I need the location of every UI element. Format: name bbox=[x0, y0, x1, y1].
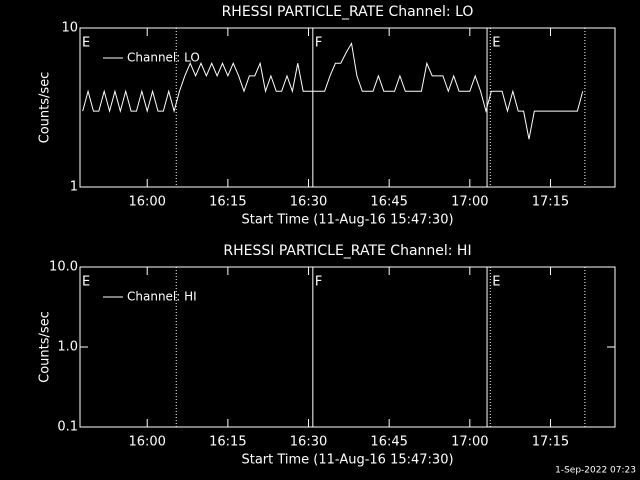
x-axis-label: Start Time (11-Aug-16 15:47:30) bbox=[241, 213, 453, 228]
x-tick-label: 17:15 bbox=[532, 195, 569, 210]
data-line bbox=[82, 41, 584, 140]
x-tick-label: 16:00 bbox=[128, 435, 165, 450]
y-axis-label: Counts/sec bbox=[38, 311, 53, 383]
flag-label: E bbox=[492, 36, 500, 51]
x-tick-label: 16:15 bbox=[209, 435, 246, 450]
x-tick-label: 16:15 bbox=[209, 195, 246, 210]
chart-title: RHESSI PARTICLE_RATE Channel: LO bbox=[222, 4, 474, 20]
x-tick-label: 16:45 bbox=[370, 195, 407, 210]
flag-label: F bbox=[315, 36, 322, 51]
y-axis-label: Counts/sec bbox=[38, 72, 53, 144]
y-tick-label: 10.0 bbox=[49, 260, 78, 275]
x-tick-label: 16:00 bbox=[128, 195, 165, 210]
x-tick-label: 16:45 bbox=[370, 435, 407, 450]
legend-label: Channel: LO bbox=[127, 51, 200, 65]
x-tick-label: 16:30 bbox=[290, 435, 327, 450]
flag-label: E bbox=[492, 275, 500, 290]
x-tick-label: 17:00 bbox=[451, 195, 488, 210]
x-tick-label: 17:15 bbox=[532, 435, 569, 450]
x-axis-label: Start Time (11-Aug-16 15:47:30) bbox=[241, 453, 453, 468]
y-tick-label: 0.1 bbox=[57, 420, 78, 435]
x-tick-label: 17:00 bbox=[451, 435, 488, 450]
y-tick-label: 1 bbox=[70, 180, 78, 195]
plot-frame bbox=[79, 27, 616, 188]
x-tick-label: 16:30 bbox=[290, 195, 327, 210]
flag-label: E bbox=[82, 275, 90, 290]
legend-label: Channel: HI bbox=[127, 290, 197, 304]
flag-label: E bbox=[82, 36, 90, 51]
y-tick-label: 1.0 bbox=[57, 340, 78, 355]
chart-title: RHESSI PARTICLE_RATE Channel: HI bbox=[223, 243, 471, 259]
timestamp: 1-Sep-2022 07:23 bbox=[555, 466, 636, 476]
flag-label: F bbox=[315, 275, 322, 290]
y-tick-label: 10 bbox=[61, 21, 78, 36]
